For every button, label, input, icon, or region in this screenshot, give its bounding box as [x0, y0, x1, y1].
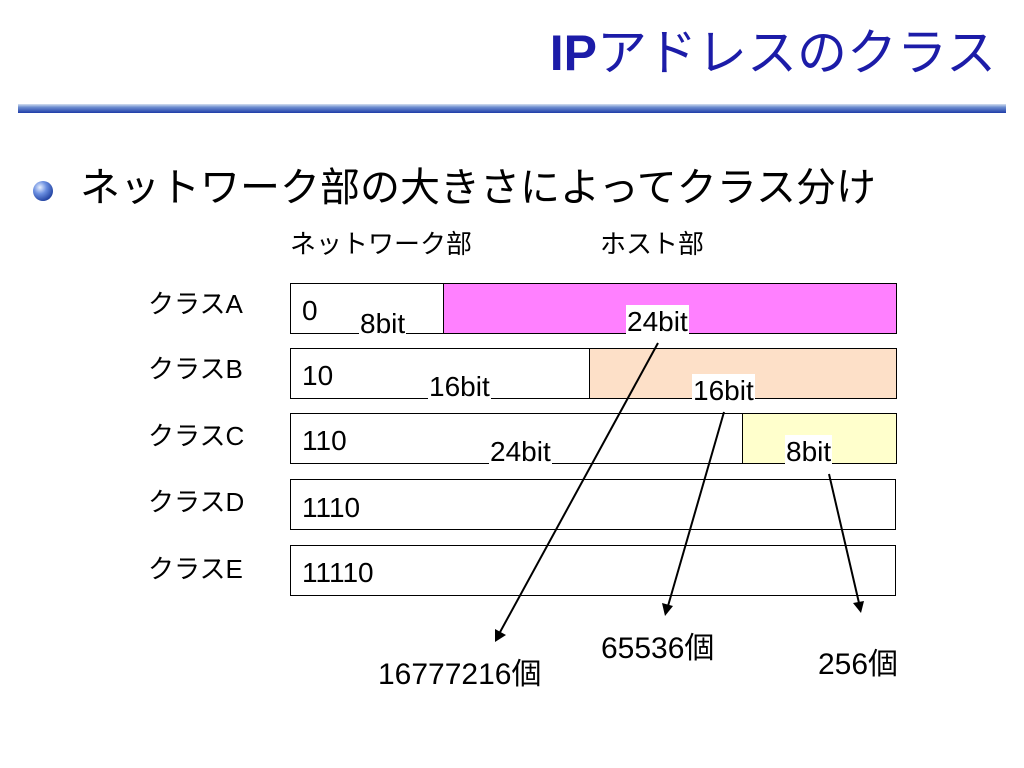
class-c-host-count-arrowhead	[853, 601, 864, 613]
class-e-prefix-bits: 11110	[302, 557, 374, 588]
class-e-label: クラスE	[148, 551, 243, 588]
class-a-host-bits: 24bit	[626, 305, 689, 339]
host-part-header: ホスト部	[600, 230, 705, 260]
class-c-prefix-bits: 110	[302, 425, 347, 456]
class-a-label-letter: A	[225, 289, 243, 319]
class-b-label-letter: B	[225, 354, 243, 384]
class-e-address-box	[290, 545, 896, 596]
class-d-label: クラスD	[148, 484, 244, 521]
class-a-label: クラスA	[148, 286, 243, 323]
class-a-host-count-arrowhead	[495, 629, 506, 642]
class-a-host-count: 16777216個	[378, 658, 542, 691]
title-divider	[18, 104, 1006, 113]
class-b-label-prefix: クラス	[148, 355, 226, 385]
class-a-label-prefix: クラス	[148, 290, 226, 320]
page-title-rest: アドレスのクラス	[597, 24, 996, 82]
network-part-header: ネットワーク部	[290, 230, 473, 260]
bullet-text: ネットワーク部の大きさによってクラス分け	[80, 165, 876, 211]
class-a-prefix-bits: 0	[302, 295, 318, 326]
bullet-icon	[33, 181, 53, 201]
page-title: IPアドレスのクラス	[550, 20, 996, 86]
class-c-label-prefix: クラス	[148, 422, 226, 452]
class-d-prefix-bits: 1110	[302, 492, 361, 523]
class-d-label-prefix: クラス	[148, 488, 226, 518]
class-c-host-bits: 8bit	[785, 435, 833, 469]
class-d-label-letter: D	[225, 487, 245, 517]
class-d-address-box	[290, 479, 896, 530]
class-c-label: クラスC	[148, 418, 244, 455]
page-title-ip: IP	[549, 25, 597, 81]
class-c-host-count-arrow-line	[828, 473, 860, 604]
class-e-label-letter: E	[225, 554, 243, 584]
class-b-label: クラスB	[148, 351, 243, 388]
class-b-host-count-arrow-line	[667, 411, 725, 607]
class-c-host-count: 256個	[818, 648, 899, 681]
class-b-prefix-bits: 10	[302, 360, 334, 391]
class-c-label-letter: C	[225, 421, 245, 451]
class-a-network-bits: 8bit	[359, 307, 407, 341]
class-a-host-count-arrow-line	[498, 342, 659, 635]
class-b-host-count-arrowhead	[662, 603, 673, 616]
class-c-network-bits: 24bit	[489, 435, 552, 469]
class-b-host-count: 65536個	[601, 632, 715, 665]
class-b-host-bits: 16bit	[692, 374, 755, 408]
class-b-network-bits: 16bit	[428, 370, 491, 404]
class-e-label-prefix: クラス	[148, 555, 226, 585]
